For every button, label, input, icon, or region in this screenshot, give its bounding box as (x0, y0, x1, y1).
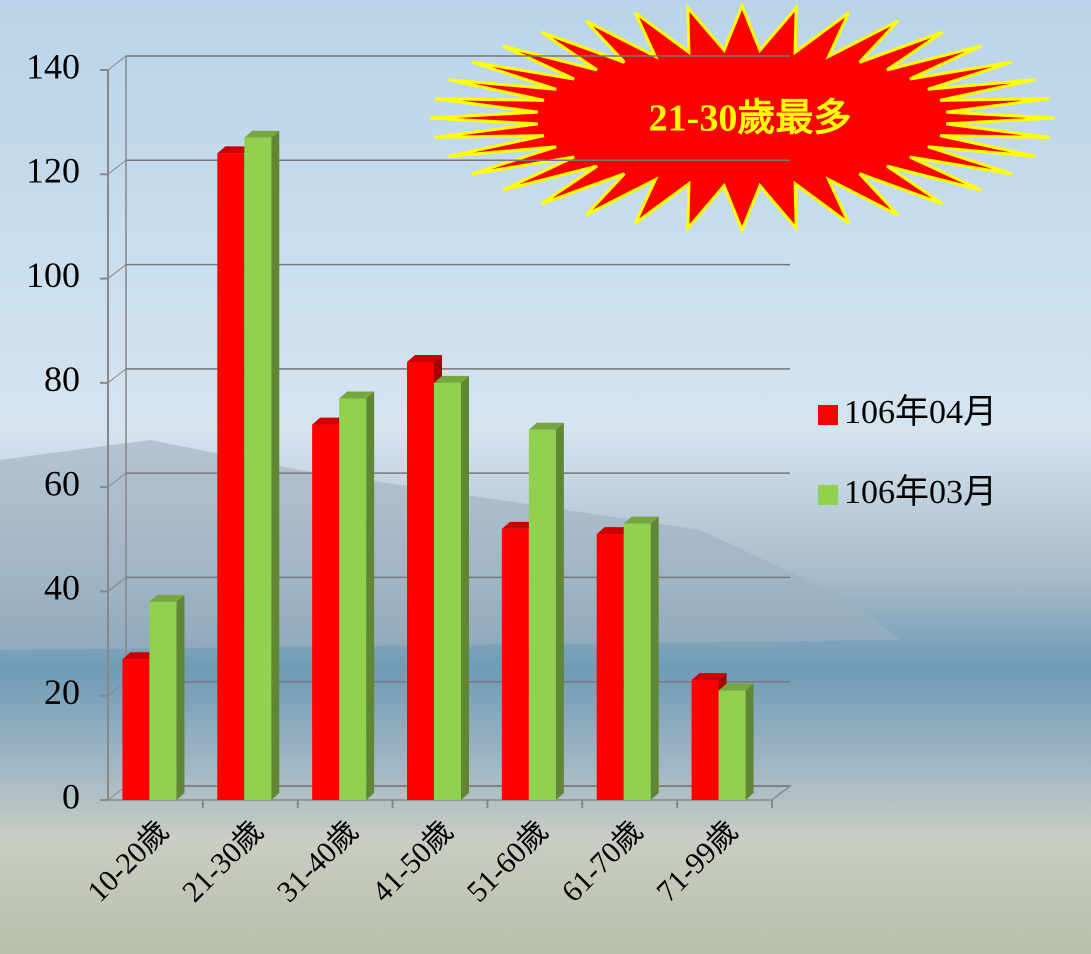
bar (312, 424, 340, 800)
bar-top (339, 391, 375, 399)
bar-side (555, 422, 564, 800)
y-tick-label: 0 (62, 776, 80, 816)
bar (528, 429, 556, 800)
grid-line-side (107, 368, 127, 384)
bar-side (271, 130, 280, 801)
bar-top (596, 527, 632, 535)
bar (149, 601, 177, 800)
bar-side (745, 683, 754, 800)
bar-side (650, 516, 659, 800)
bar-top (407, 355, 442, 362)
bar-side (366, 391, 375, 800)
bar-top (312, 417, 348, 425)
bar (217, 153, 245, 800)
bar (122, 659, 150, 800)
bar-side (461, 375, 469, 800)
grid-line-side (107, 472, 127, 488)
y-tick-label: 60 (44, 463, 80, 503)
grid-line-side (107, 264, 127, 279)
bar (244, 137, 272, 801)
starburst (429, 1, 1055, 235)
y-tick-label: 140 (26, 46, 80, 86)
bar-top (718, 683, 754, 691)
grid-line-side (107, 577, 127, 592)
bar-side (176, 594, 185, 800)
bar-top (122, 652, 158, 660)
bar-top (691, 673, 727, 681)
bar-top (623, 516, 659, 524)
bar-top (501, 521, 537, 529)
bar (623, 523, 651, 800)
bar-top (434, 375, 469, 383)
bar (407, 362, 434, 800)
bar-top (244, 130, 280, 138)
bar (691, 680, 719, 800)
y-tick-label: 20 (44, 672, 80, 712)
y-tick-label: 100 (26, 255, 80, 295)
bar (434, 382, 461, 800)
bar-top (149, 594, 185, 602)
grid-line-side (107, 55, 127, 71)
annotation: 21-30歲最多 (649, 98, 852, 140)
legend-swatch (818, 485, 838, 505)
legend-label: 106年03月 (844, 473, 997, 511)
legend-label: 106年04月 (844, 393, 997, 431)
bar-top (217, 146, 253, 154)
bar (339, 398, 367, 800)
y-tick-label: 120 (26, 151, 80, 191)
bar-top (528, 422, 564, 430)
bar (501, 528, 529, 800)
bar (596, 534, 624, 800)
y-tick-label: 80 (44, 359, 80, 399)
bar (718, 690, 746, 800)
y-tick-label: 40 (44, 568, 80, 608)
legend-swatch (818, 405, 838, 425)
grid-line-side (107, 159, 127, 175)
